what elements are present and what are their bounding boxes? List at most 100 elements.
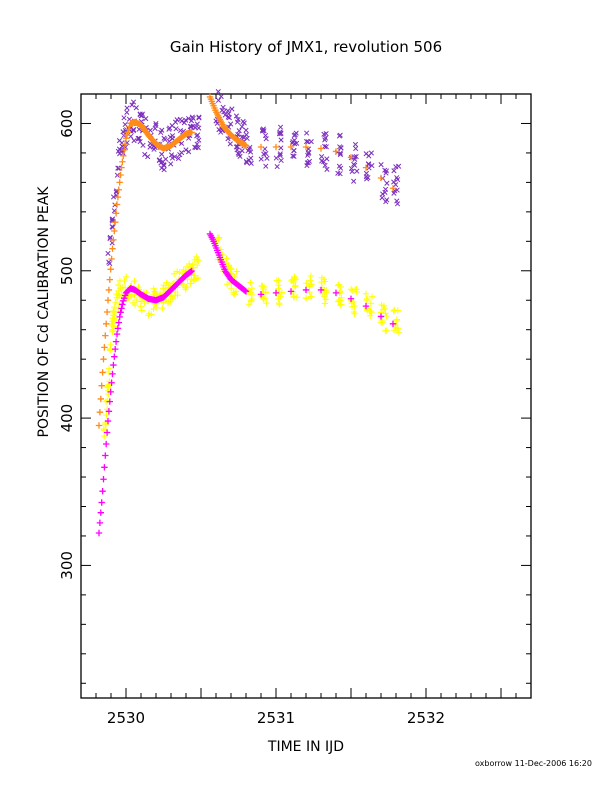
data-point [245, 148, 251, 154]
data-point [275, 282, 282, 289]
x-axis-label: TIME IN IJD [267, 739, 345, 755]
data-point [353, 145, 359, 152]
data-point [351, 178, 357, 184]
data-point [274, 163, 280, 170]
data-point [117, 285, 124, 292]
data-point [222, 112, 228, 118]
data-point [273, 155, 279, 161]
data-point [159, 127, 165, 133]
data-point [169, 155, 176, 161]
data-point [236, 151, 242, 158]
fit-curve-point [106, 398, 113, 405]
data-point [225, 108, 231, 114]
data-point [138, 307, 145, 314]
data-point [114, 172, 120, 178]
data-point [225, 114, 231, 120]
data-point [236, 128, 242, 134]
data-point [368, 293, 376, 300]
fit-curve-point [111, 353, 118, 360]
data-point [175, 155, 182, 162]
data-point [129, 102, 135, 108]
data-point [321, 300, 329, 307]
data-point [214, 120, 220, 126]
data-point [277, 151, 283, 157]
fit-curve-point [121, 140, 129, 148]
data-point [215, 97, 222, 103]
data-point [391, 306, 398, 314]
data-point [288, 277, 295, 285]
data-point [114, 281, 122, 289]
data-point [364, 295, 371, 303]
data-point [226, 115, 233, 121]
data-point [290, 153, 296, 159]
fit-curve-point [97, 395, 104, 403]
data-point [130, 126, 137, 133]
fit-curve-point [302, 286, 310, 294]
data-point [394, 198, 400, 204]
fit-curve-point [124, 129, 131, 136]
data-point [248, 284, 256, 292]
fit-curve-point [377, 313, 385, 320]
fit-curve-point [120, 152, 127, 160]
data-point [183, 117, 189, 123]
data-point [225, 261, 232, 269]
fit-curve-point [112, 338, 120, 345]
data-point [378, 316, 386, 324]
data-point [277, 152, 283, 159]
y-axis-label: POSITION OF Cd CALIBRATION PEAK [36, 186, 52, 438]
data-point [290, 294, 298, 301]
data-point [228, 285, 235, 292]
data-point [164, 299, 172, 307]
fit-curve-point [100, 476, 107, 483]
data-point [337, 151, 344, 158]
data-point [322, 162, 328, 168]
data-point [263, 299, 270, 307]
data-point [145, 312, 152, 319]
data-point [291, 148, 297, 154]
data-point [248, 160, 254, 166]
data-point [324, 166, 330, 172]
data-point [185, 115, 192, 122]
data-point [233, 268, 240, 275]
data-point [390, 327, 398, 334]
data-point [180, 281, 187, 289]
fit-curve-point [105, 286, 113, 294]
data-point [139, 113, 145, 119]
data-point [347, 286, 355, 293]
fit-curve-point [112, 218, 119, 226]
data-point [304, 162, 310, 169]
data-point [141, 299, 148, 307]
y-tick-label: 600 [58, 109, 76, 138]
fit-curve-point [112, 210, 120, 217]
fit-curve-point [389, 185, 397, 192]
data-point [107, 234, 113, 240]
data-point [349, 287, 356, 294]
fit-curve-point [103, 308, 111, 316]
fit-curve-point [107, 388, 114, 396]
data-point [263, 136, 269, 142]
fit-curve-point [362, 302, 370, 310]
data-point [306, 288, 313, 296]
fit-curve-point [99, 369, 106, 376]
data-point [161, 163, 167, 169]
data-point [319, 290, 327, 298]
fit-curve-point [114, 193, 122, 201]
data-point [277, 129, 283, 135]
fit-curve-point [332, 289, 340, 297]
data-point [124, 105, 130, 111]
data-point [152, 125, 158, 132]
data-point [159, 151, 165, 157]
fit-curve-point [113, 201, 121, 208]
data-point [161, 135, 167, 141]
x-tick-label: 2531 [257, 709, 295, 727]
fit-curve-point [103, 320, 110, 328]
data-point [215, 89, 221, 95]
data-point [225, 136, 231, 142]
data-point [180, 266, 187, 274]
data-point [186, 149, 192, 155]
fit-curve-point [302, 143, 310, 151]
data-point [161, 167, 167, 173]
data-point [390, 307, 397, 315]
data-point [307, 293, 314, 301]
data-point [193, 253, 200, 261]
